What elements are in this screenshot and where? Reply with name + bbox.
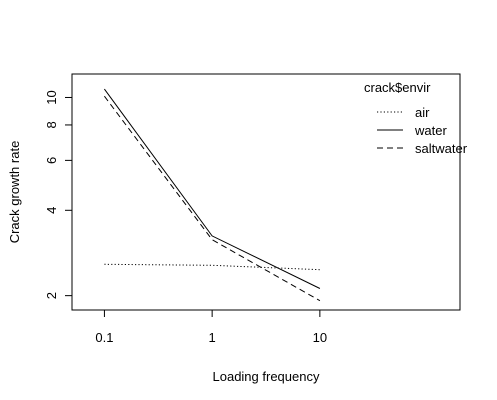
y-axis-label: Crack growth rate [7, 141, 22, 244]
legend-label-air: air [415, 105, 430, 120]
series-line-saltwater [104, 95, 321, 302]
y-tick-label-3: 8 [44, 121, 59, 128]
x-tick-label-2: 10 [313, 330, 327, 345]
y-tick-label-1: 4 [44, 207, 59, 214]
y-tick-label-0: 2 [44, 292, 59, 299]
x-axis: 0.1 1 10 [95, 310, 327, 345]
series-line-water [103, 88, 321, 289]
series-line-air [104, 263, 320, 271]
y-axis: 2 4 6 8 10 [44, 90, 72, 299]
y-tick-label-2: 6 [44, 157, 59, 164]
x-axis-label: Loading frequency [213, 369, 320, 384]
legend: crack$envir air water saltwater [364, 80, 468, 156]
series-layer [103, 88, 321, 302]
legend-label-saltwater: saltwater [415, 141, 468, 156]
x-tick-label-1: 1 [209, 330, 216, 345]
y-tick-label-4: 10 [44, 90, 59, 104]
legend-title: crack$envir [364, 80, 431, 95]
x-tick-label-0: 0.1 [95, 330, 113, 345]
plot-frame [71, 73, 461, 311]
legend-label-water: water [414, 123, 447, 138]
legend-items: air water saltwater [377, 105, 468, 156]
